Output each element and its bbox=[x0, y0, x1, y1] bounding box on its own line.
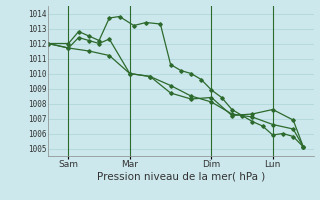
X-axis label: Pression niveau de la mer( hPa ): Pression niveau de la mer( hPa ) bbox=[97, 172, 265, 182]
